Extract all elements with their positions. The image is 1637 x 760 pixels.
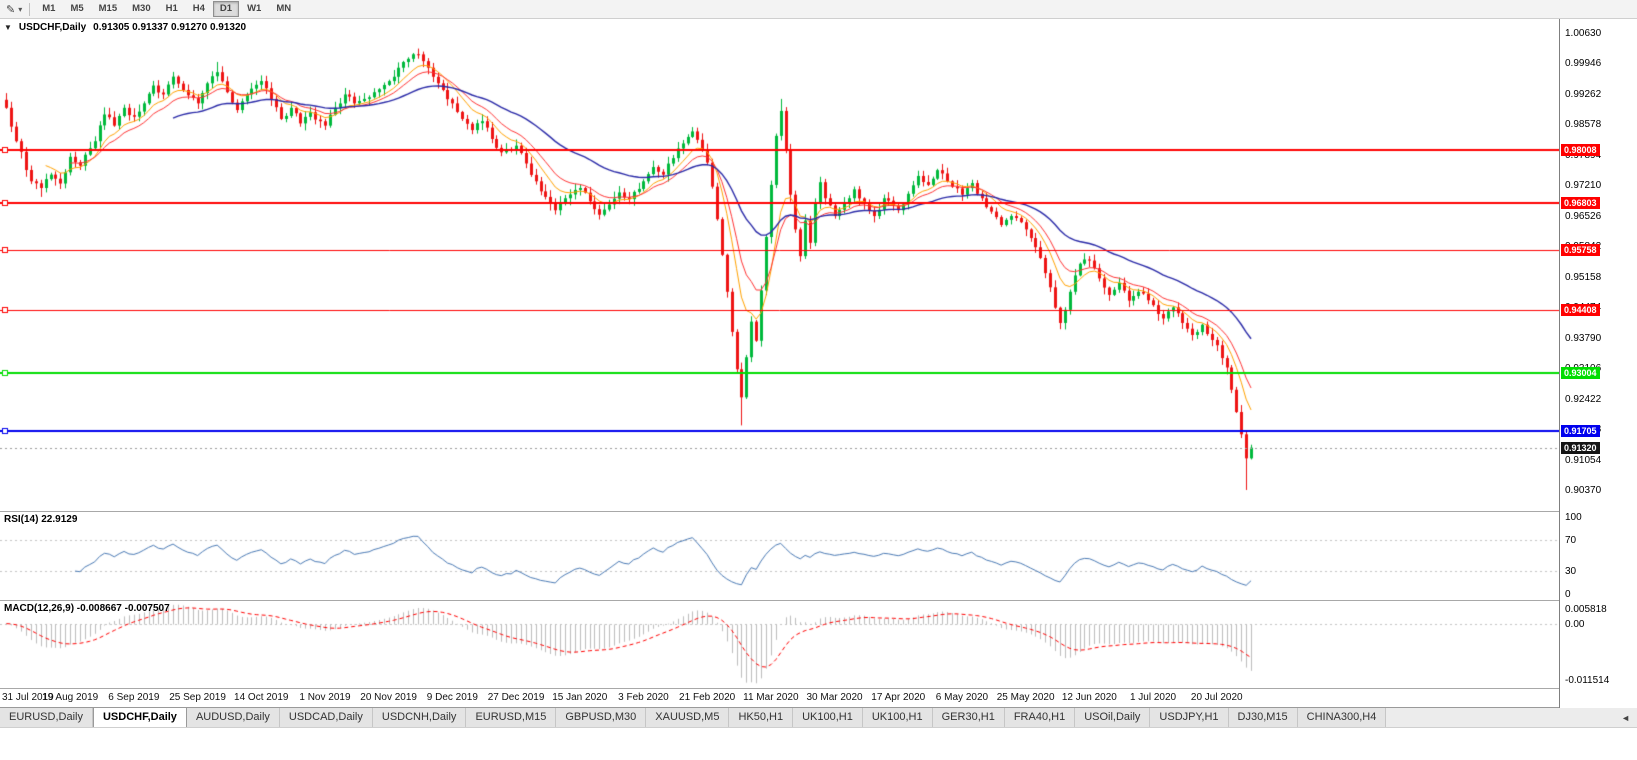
- rsi-axis-label: 70: [1565, 535, 1577, 547]
- chart-tab-usdcad-daily[interactable]: USDCAD,Daily: [279, 708, 373, 727]
- chart-tab-bar: EURUSD,Daily USDCHF,Daily AUDUSD,Daily USDC…: [0, 708, 1637, 728]
- toolbar-separator: [29, 2, 31, 16]
- rsi-axis-label: 30: [1565, 565, 1577, 577]
- chart-tab-eurusd-m15[interactable]: EURUSD,M15: [466, 708, 557, 727]
- macd-indicator-label: MACD(12,26,9) -0.008667 -0.007507: [4, 603, 170, 614]
- date-axis-label: 30 Mar 2020: [806, 692, 863, 703]
- price-axis-label: 0.96526: [1565, 210, 1602, 222]
- date-axis-label: 31 Jul 2019: [2, 692, 54, 703]
- chart-tab-uk100-h1[interactable]: UK100,H1: [862, 708, 933, 727]
- current-price-badge: 0.91320: [1561, 441, 1600, 454]
- status-area: [0, 728, 1637, 760]
- panel-separator: [0, 600, 1637, 601]
- chart-ohlc-values: 0.91305 0.91337 0.91270 0.91320: [93, 22, 247, 33]
- date-axis-label: 9 Dec 2019: [426, 692, 478, 703]
- date-axis-label: 12 Jun 2020: [1061, 692, 1117, 703]
- chart-tab-usdcnh-daily[interactable]: USDCNH,Daily: [372, 708, 467, 727]
- date-axis-label: 1 Nov 2019: [299, 692, 351, 703]
- chart-tab-list: EURUSD,Daily USDCHF,Daily AUDUSD,Daily USDC…: [0, 708, 1387, 727]
- timeframe-buttons: M1 M5 M15 M30 H1 H4 D1 W1 MN: [35, 0, 298, 18]
- date-axis-label: 21 Feb 2020: [679, 692, 736, 703]
- hline-price-badge: 0.95758: [1561, 243, 1600, 256]
- price-axis-label: 0.99946: [1565, 58, 1602, 70]
- price-axis-label: 0.90370: [1565, 484, 1602, 496]
- rsi-panel-canvas[interactable]: [0, 511, 1559, 600]
- timeframe-button-w1[interactable]: W1: [240, 1, 268, 17]
- rsi-axis-label: 0: [1565, 589, 1571, 600]
- date-axis-label: 6 Sep 2019: [108, 692, 160, 703]
- price-axis-label: 0.99262: [1565, 88, 1602, 100]
- date-axis-label: 14 Oct 2019: [234, 692, 289, 703]
- date-axis-label: 11 Mar 2020: [743, 692, 799, 703]
- date-axis-label: 25 Sep 2019: [169, 692, 226, 703]
- date-axis-label: 17 Apr 2020: [871, 692, 926, 703]
- chart-tab-ger30-h1[interactable]: GER30,H1: [932, 708, 1005, 727]
- chart-tab-audusd-daily[interactable]: AUDUSD,Daily: [186, 708, 280, 727]
- date-axis-label: 20 Jul 2020: [1190, 692, 1243, 703]
- timeframe-toolbar: ✎ ▾ M1 M5 M15 M30 H1 H4 D1 W1 MN: [0, 0, 1637, 19]
- chart-tab-usdchf-daily[interactable]: USDCHF,Daily: [92, 708, 187, 727]
- chart-tab-uk100-h1[interactable]: UK100,H1: [793, 708, 863, 727]
- drawing-tool-icon[interactable]: ✎: [6, 3, 16, 16]
- macd-axis-label: 0.00: [1565, 618, 1585, 630]
- chart-tab-gbpusd-m30[interactable]: GBPUSD,M30: [556, 708, 647, 727]
- timeframe-button-d1[interactable]: D1: [212, 0, 240, 18]
- panel-separator: [0, 688, 1637, 689]
- rsi-indicator-label: RSI(14) 22.9129: [4, 514, 78, 525]
- date-axis-label: 3 Feb 2020: [618, 692, 669, 703]
- hline-price-badge: 0.94408: [1561, 304, 1600, 317]
- date-axis-label: 25 May 2020: [996, 692, 1055, 703]
- timeframe-button-mn[interactable]: MN: [269, 1, 298, 17]
- macd-axis-label: -0.011514: [1565, 675, 1610, 686]
- tab-scroll-left-icon[interactable]: ◄: [1621, 712, 1630, 723]
- panel-separator: [0, 511, 1637, 512]
- hline-price-badge: 0.98008: [1561, 143, 1600, 156]
- hline-price-badge: 0.96803: [1561, 197, 1600, 210]
- timeframe-button-m30[interactable]: M30: [125, 1, 157, 17]
- chart-collapse-icon[interactable]: ▼: [4, 23, 12, 32]
- chart-symbol-title: USDCHF,Daily: [18, 22, 87, 33]
- chart-tab-usoil-daily[interactable]: USOil,Daily: [1075, 708, 1151, 727]
- price-axis-label: 1.00630: [1565, 27, 1602, 39]
- price-axis-label: 0.91054: [1565, 454, 1602, 466]
- date-axis-label: 20 Nov 2019: [360, 692, 417, 703]
- macd-panel-canvas[interactable]: [0, 600, 1559, 688]
- rsi-axis-label: 100: [1565, 512, 1582, 523]
- chart-area: ▼ USDCHF,Daily 0.91305 0.91337 0.91270 0…: [0, 19, 1637, 708]
- date-axis-label: 27 Dec 2019: [487, 692, 545, 703]
- chart-tab-xauusd-m5[interactable]: XAUUSD,M5: [646, 708, 730, 727]
- timeframe-button-m15[interactable]: M15: [92, 1, 124, 17]
- chart-tab-usdjpy-h1[interactable]: USDJPY,H1: [1150, 708, 1229, 727]
- price-axis-label: 0.92422: [1565, 393, 1602, 405]
- timeframe-button-m5[interactable]: M5: [63, 1, 90, 17]
- price-axis-label: 0.95158: [1565, 271, 1602, 283]
- timeframe-button-m1[interactable]: M1: [35, 1, 62, 17]
- hline-price-badge: 0.93004: [1561, 366, 1600, 379]
- date-axis-label: 1 Jul 2020: [1129, 692, 1177, 703]
- chart-tab-china300-h4[interactable]: CHINA300,H4: [1297, 708, 1387, 727]
- dropdown-caret-icon[interactable]: ▾: [18, 4, 23, 14]
- chart-tab-eurusd-daily[interactable]: EURUSD,Daily: [0, 708, 93, 727]
- timeframe-button-h1[interactable]: H1: [159, 1, 185, 17]
- date-axis-label: 6 May 2020: [935, 692, 989, 703]
- chart-title: ▼ USDCHF,Daily 0.91305 0.91337 0.91270 0…: [4, 22, 246, 33]
- chart-tab-dj30-m15[interactable]: DJ30,M15: [1228, 708, 1298, 727]
- date-axis[interactable]: 31 Jul 2019 19 Aug 2019 6 Sep 2019 25 Sep 2…: [0, 688, 1559, 708]
- date-axis-label: 19 Aug 2019: [42, 692, 99, 703]
- date-axis-label: 15 Jan 2020: [552, 692, 608, 703]
- price-axis-label: 0.93790: [1565, 332, 1602, 344]
- hline-price-badge: 0.91705: [1561, 424, 1600, 437]
- chart-tab-hk50-h1[interactable]: HK50,H1: [729, 708, 794, 727]
- timeframe-button-h4[interactable]: H4: [186, 1, 212, 17]
- price-axis-label: 0.98578: [1565, 119, 1602, 131]
- price-axis-label: 0.97210: [1565, 180, 1602, 192]
- price-axis[interactable]: 1.006300.999460.992620.985780.978940.972…: [1559, 19, 1637, 708]
- price-chart-canvas[interactable]: [0, 19, 1559, 511]
- chart-tab-fra40-h1[interactable]: FRA40,H1: [1004, 708, 1076, 727]
- macd-axis-label: 0.005818: [1565, 604, 1607, 615]
